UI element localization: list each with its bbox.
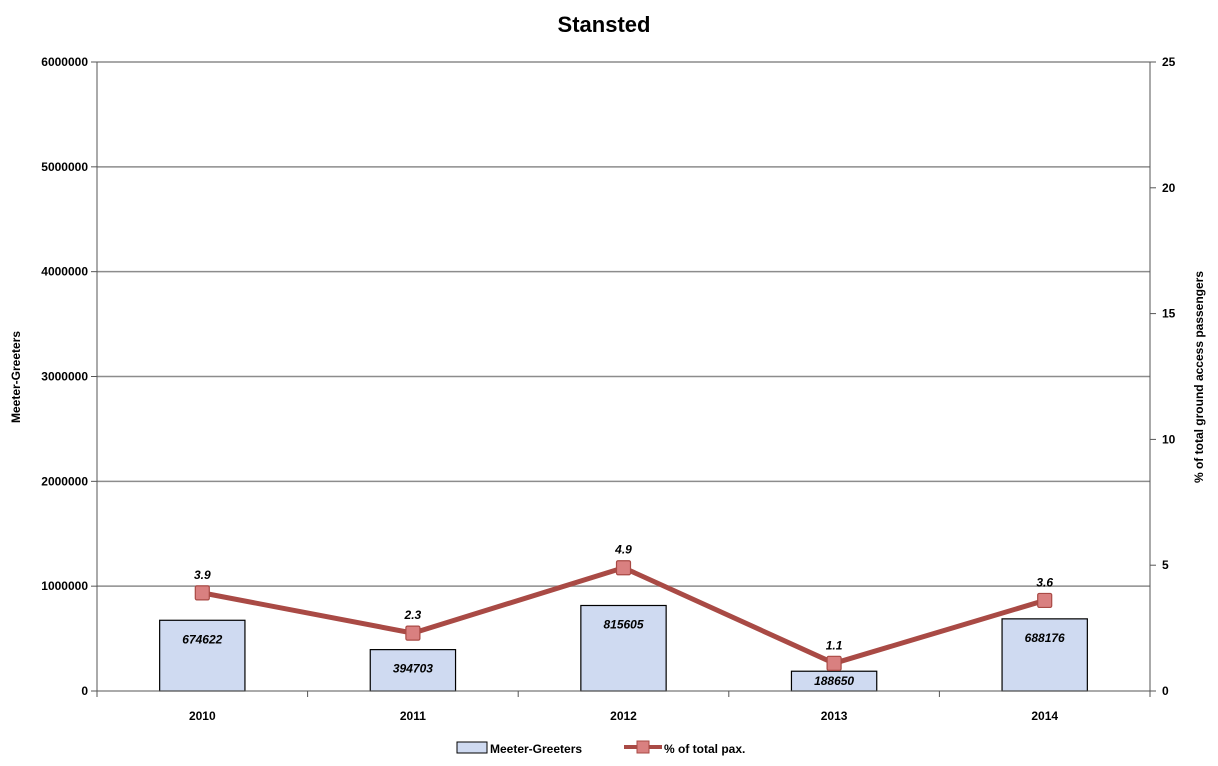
bar-value-label: 674622 [182, 632, 222, 646]
line-marker [405, 625, 421, 641]
data-labels: 674622 394703 815605 188650 688176 3.9 2.3 4.9 1… [182, 543, 1065, 688]
y-tick-label: 1000000 [41, 579, 88, 593]
x-tick-label: 2011 [400, 709, 426, 723]
line-marker [615, 560, 632, 576]
y2-axis-label: % of total ground access passengers [1192, 271, 1206, 483]
bar-value-label: 188650 [814, 674, 854, 688]
line-marker [1037, 592, 1053, 609]
x-tick-label: 2010 [189, 709, 216, 723]
y2-tick-label: 25 [1162, 55, 1176, 69]
axes: 0 1000000 2000000 3000000 4000000 5000000 6000… [41, 55, 1175, 723]
y-tick-label: 2000000 [41, 474, 88, 488]
line-value-label: 3.9 [194, 568, 211, 582]
bar [369, 649, 457, 692]
bar-series [159, 604, 1088, 692]
legend-swatch-marker [636, 740, 650, 754]
gridlines [97, 61, 1150, 587]
line-marker [826, 655, 842, 671]
y2-tick-label: 5 [1162, 558, 1169, 572]
bar [580, 604, 667, 692]
bar-value-label: 688176 [1025, 631, 1065, 645]
line-value-label: 1.1 [826, 638, 843, 652]
bar [159, 619, 246, 692]
y2-tick-label: 10 [1162, 432, 1176, 446]
line-value-label: 3.6 [1036, 575, 1053, 589]
legend-label-line: % of total pax. [664, 742, 745, 756]
chart-title: Stansted [558, 12, 651, 37]
line-marker [194, 585, 210, 601]
x-tick-label: 2013 [821, 709, 848, 723]
bar-value-label: 394703 [393, 662, 433, 676]
legend-swatch-bar [456, 741, 488, 754]
y2-tick-label: 20 [1162, 181, 1176, 195]
x-tick-label: 2014 [1031, 709, 1058, 723]
line-value-label: 2.3 [404, 608, 422, 622]
y2-tick-label: 0 [1162, 684, 1169, 698]
y-axis-label: Meeter-Greeters [9, 331, 23, 423]
y-tick-label: 5000000 [41, 160, 88, 174]
y-tick-label: 6000000 [41, 55, 88, 69]
line-value-label: 4.9 [614, 543, 632, 557]
y-tick-label: 0 [81, 684, 88, 698]
y-tick-label: 3000000 [41, 370, 88, 384]
legend-label-bar: Meeter-Greeters [490, 742, 582, 756]
y2-tick-label: 15 [1162, 307, 1176, 321]
y-tick-label: 4000000 [41, 265, 88, 279]
bar [1001, 618, 1088, 692]
x-tick-label: 2012 [610, 709, 637, 723]
bar-value-label: 815605 [603, 617, 643, 631]
line-series [194, 560, 1053, 671]
legend: Meeter-Greeters % of total pax. [456, 740, 745, 756]
